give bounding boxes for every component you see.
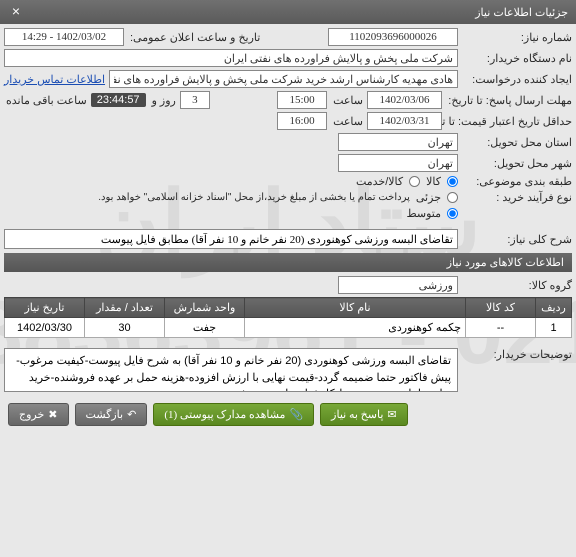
creator-field[interactable] xyxy=(109,70,458,88)
col-code: کد کالا xyxy=(466,298,536,318)
countdown-timer: 23:44:57 xyxy=(91,93,146,107)
attachments-button[interactable]: 📎 مشاهده مدارک پیوستی (1) xyxy=(153,403,314,426)
buyer-org-field[interactable] xyxy=(4,49,458,67)
col-idx: ردیف xyxy=(536,298,572,318)
cell-unit: جفت xyxy=(165,318,245,338)
items-table: ردیف کد کالا نام کالا واحد شمارش تعداد /… xyxy=(4,297,572,338)
col-name: نام کالا xyxy=(245,298,466,318)
partial-radio[interactable] xyxy=(447,192,458,203)
attachments-label: مشاهده مدارک پیوستی (1) xyxy=(164,408,285,421)
cell-code: -- xyxy=(466,318,536,338)
creator-label: ایجاد کننده درخواست: xyxy=(462,73,572,86)
medium-radio-label: متوسط xyxy=(404,207,441,220)
remaining-label: ساعت باقی مانده xyxy=(4,94,87,107)
price-validity-label: حداقل تاریخ اعتبار قیمت: تا تاریخ: xyxy=(446,115,572,128)
hour-label-1: ساعت xyxy=(331,94,363,107)
hour-label-2: ساعت xyxy=(331,115,363,128)
exit-button[interactable]: ✖ خروج xyxy=(8,403,69,426)
response-hour-field[interactable] xyxy=(277,91,327,109)
days-left-field[interactable] xyxy=(180,91,210,109)
group-label: گروه کالا: xyxy=(462,279,572,292)
contact-link[interactable]: اطلاعات تماس خریدار xyxy=(4,73,105,86)
process-label: نوع فرآیند خرید : xyxy=(462,191,572,204)
cell-qty: 30 xyxy=(85,318,165,338)
summary-label: شرح کلی نیاز: xyxy=(462,233,572,246)
summary-field[interactable] xyxy=(4,229,458,249)
exit-icon: ✖ xyxy=(48,408,57,421)
buyer-desc-text: تقاضای البسه ورزشی کوهنوردی (20 نفر خانم… xyxy=(4,348,458,392)
goods-radio[interactable] xyxy=(447,176,458,187)
price-validity-date-field[interactable] xyxy=(367,112,442,130)
attachment-icon: 📎 xyxy=(289,408,303,421)
service-radio-label: کالا/خدمت xyxy=(354,175,403,188)
service-radio[interactable] xyxy=(409,176,420,187)
exit-label: خروج xyxy=(19,408,44,421)
buyer-desc-label: توضیحات خریدار: xyxy=(462,344,572,361)
items-section-header: اطلاعات کالاهای مورد نیاز xyxy=(4,253,572,272)
goods-radio-label: کالا xyxy=(424,175,441,188)
col-unit: واحد شمارش xyxy=(165,298,245,318)
reply-icon: ✉ xyxy=(387,408,396,421)
delivery-city-field[interactable] xyxy=(338,154,458,172)
medium-radio[interactable] xyxy=(447,208,458,219)
respond-button[interactable]: ✉ پاسخ به نیاز xyxy=(320,403,407,426)
work-location-label: استان محل تحویل: xyxy=(462,136,572,149)
back-icon: ↶ xyxy=(127,408,136,421)
buyer-org-label: نام دستگاه خریدار: xyxy=(462,52,572,65)
close-icon[interactable]: × xyxy=(8,4,24,20)
button-row: ✉ پاسخ به نیاز 📎 مشاهده مدارک پیوستی (1)… xyxy=(4,395,572,430)
delivery-city-label: شهر محل تحویل: xyxy=(462,157,572,170)
price-validity-hour-field[interactable] xyxy=(277,112,327,130)
col-qty: تعداد / مقدار xyxy=(85,298,165,318)
announce-label: تاریخ و ساعت اعلان عمومی: xyxy=(128,31,260,44)
items-section-title: اطلاعات کالاهای مورد نیاز xyxy=(447,256,564,269)
partial-radio-label: جزئی xyxy=(414,191,441,204)
table-row[interactable]: 1 -- چکمه کوهنوردی جفت 30 1402/03/30 xyxy=(5,318,572,338)
work-location-field[interactable] xyxy=(338,133,458,151)
day-label: روز و xyxy=(150,94,176,107)
col-date: تاریخ نیاز xyxy=(5,298,85,318)
partial-note: پرداخت تمام یا بخشی از مبلغ خرید،از محل … xyxy=(96,192,410,203)
back-label: بازگشت xyxy=(86,408,124,421)
request-no-field[interactable] xyxy=(328,28,458,46)
window-title: جزئیات اطلاعات نیاز xyxy=(475,6,568,19)
respond-label: پاسخ به نیاز xyxy=(331,408,383,421)
topic-label: طبقه بندی موضوعی: xyxy=(462,175,572,188)
group-field[interactable] xyxy=(338,276,458,294)
response-date-field[interactable] xyxy=(367,91,442,109)
announce-field[interactable] xyxy=(4,28,124,46)
cell-date: 1402/03/30 xyxy=(5,318,85,338)
response-deadline-label: مهلت ارسال پاسخ: تا تاریخ: xyxy=(446,94,572,107)
back-button[interactable]: ↶ بازگشت xyxy=(75,403,148,426)
cell-idx: 1 xyxy=(536,318,572,338)
request-no-label: شماره نیاز: xyxy=(462,31,572,44)
window-header: جزئیات اطلاعات نیاز × xyxy=(0,0,576,24)
cell-name: چکمه کوهنوردی xyxy=(245,318,466,338)
content-area: شماره نیاز: تاریخ و ساعت اعلان عمومی: نا… xyxy=(0,24,576,434)
